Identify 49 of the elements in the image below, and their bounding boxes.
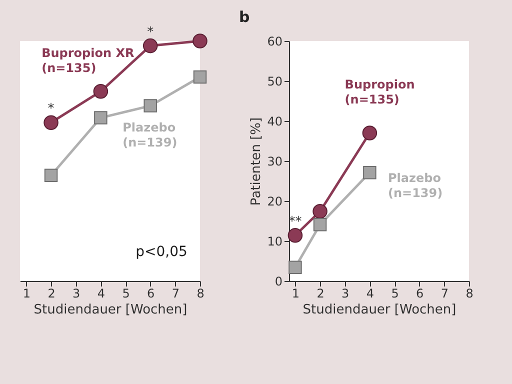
text: Bupropion (n=135)	[344, 77, 415, 106]
y-tick-label: 10	[267, 234, 282, 248]
point	[142, 38, 158, 54]
x-axis-title: Studiendauer [Wochen]	[34, 302, 188, 318]
y-tick-label: 20	[267, 194, 282, 208]
point	[44, 115, 58, 130]
x-tick-label: 4	[97, 286, 106, 300]
x-tick-label: 5	[391, 286, 399, 300]
y-axis-title: Patienten [%]	[249, 117, 264, 206]
x-tick-label: 5	[122, 286, 130, 300]
x-tick-label: 7	[440, 286, 448, 300]
x-tick-label: 7	[172, 286, 180, 300]
point	[288, 228, 303, 243]
x-tick-label: 8	[466, 286, 474, 300]
series-label: Plazebo (n=139)	[122, 120, 178, 150]
x-tick-label: 4	[366, 286, 374, 300]
point	[362, 126, 378, 140]
y-tick-label: 50	[267, 74, 282, 88]
annotation: *	[147, 24, 154, 40]
x-tick-label: 6	[147, 286, 155, 300]
point	[144, 99, 157, 112]
annotation: **	[288, 214, 302, 230]
y-tick-label: 0	[274, 274, 282, 288]
annotation: p<0,05	[136, 244, 188, 260]
point	[192, 34, 208, 48]
x-tick-label: 8	[196, 286, 204, 300]
x-tick-label: 2	[316, 286, 324, 300]
x-tick-label: 1	[292, 286, 300, 300]
x-tick-label: 3	[342, 286, 350, 300]
series-label: Plazebo (n=139)	[388, 171, 443, 200]
chart-title: b	[239, 8, 250, 26]
x-tick-label: 6	[416, 286, 424, 300]
x-tick-label: 3	[72, 286, 80, 300]
point	[44, 168, 58, 182]
x-tick-label: 2	[48, 286, 56, 300]
point	[363, 166, 376, 180]
x-tick-label: 1	[22, 286, 31, 300]
point	[193, 70, 207, 84]
point	[288, 260, 302, 274]
annotation: *	[48, 102, 55, 117]
series-label: Bupropion XR (n=135)	[42, 46, 134, 76]
point	[94, 111, 108, 124]
point	[312, 204, 328, 219]
y-tick-label: 40	[267, 114, 282, 128]
point	[93, 84, 108, 99]
x-axis-title: Studiendauer [Wochen]	[302, 302, 456, 318]
point	[313, 218, 327, 232]
y-tick-label: 60	[267, 34, 282, 48]
y-tick-label: 30	[267, 154, 282, 168]
